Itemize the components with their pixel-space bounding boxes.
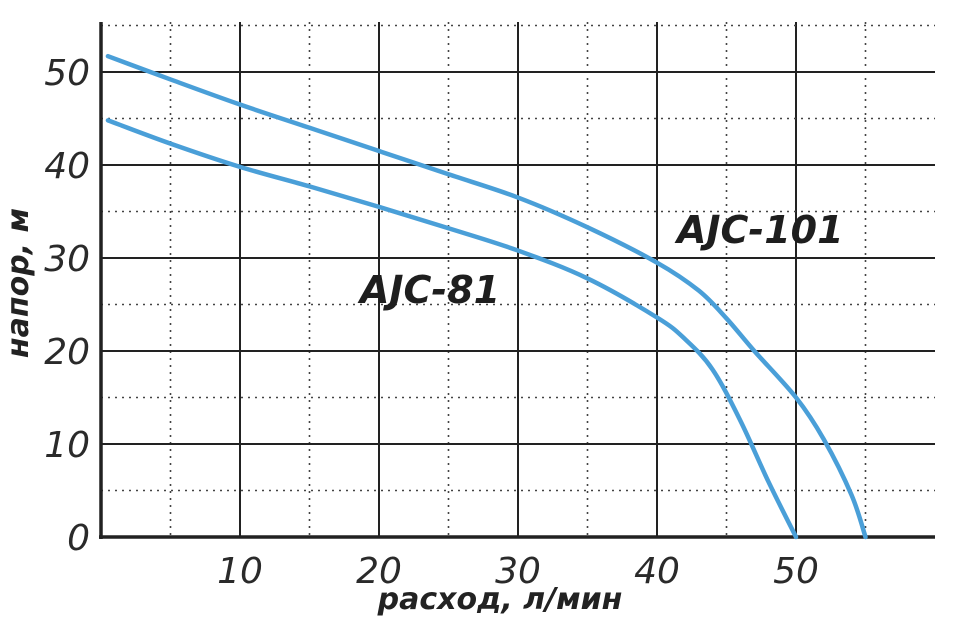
x-tick-label: 30 bbox=[495, 551, 541, 592]
x-axis-title: расход, л/мин bbox=[377, 582, 623, 617]
x-tick-label: 20 bbox=[356, 551, 402, 592]
y-axis-title: напор, м bbox=[1, 208, 36, 358]
tick-labels: 10 20 30 40 50 0 10 20 30 40 50 bbox=[44, 53, 819, 592]
series-line-ajc-81 bbox=[105, 118, 799, 540]
series-lines bbox=[105, 53, 868, 540]
y-tick-label: 10 bbox=[44, 425, 90, 466]
y-tick-label: 30 bbox=[44, 239, 90, 280]
y-tick-label: 0 bbox=[67, 518, 90, 559]
series-label-ajc-101: AJC-101 bbox=[674, 208, 844, 252]
series-label-ajc-81: AJC-81 bbox=[357, 268, 500, 312]
y-tick-label: 50 bbox=[44, 53, 90, 94]
x-tick-label: 40 bbox=[634, 551, 680, 592]
grid bbox=[101, 22, 935, 537]
x-tick-label: 50 bbox=[773, 551, 819, 592]
y-tick-label: 20 bbox=[44, 332, 90, 373]
y-tick-label: 40 bbox=[44, 146, 90, 187]
x-tick-label: 10 bbox=[217, 551, 263, 592]
series-line-ajc-101 bbox=[105, 53, 868, 540]
